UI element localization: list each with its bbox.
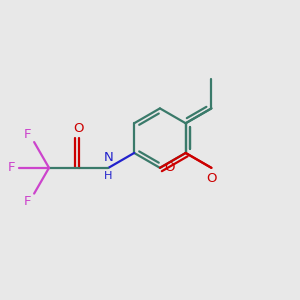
Text: O: O: [206, 172, 217, 185]
Text: F: F: [8, 161, 16, 174]
Text: N: N: [103, 151, 113, 164]
Text: F: F: [24, 128, 31, 141]
Text: F: F: [24, 195, 31, 208]
Text: O: O: [74, 122, 84, 135]
Text: O: O: [164, 161, 175, 174]
Text: H: H: [104, 171, 113, 181]
